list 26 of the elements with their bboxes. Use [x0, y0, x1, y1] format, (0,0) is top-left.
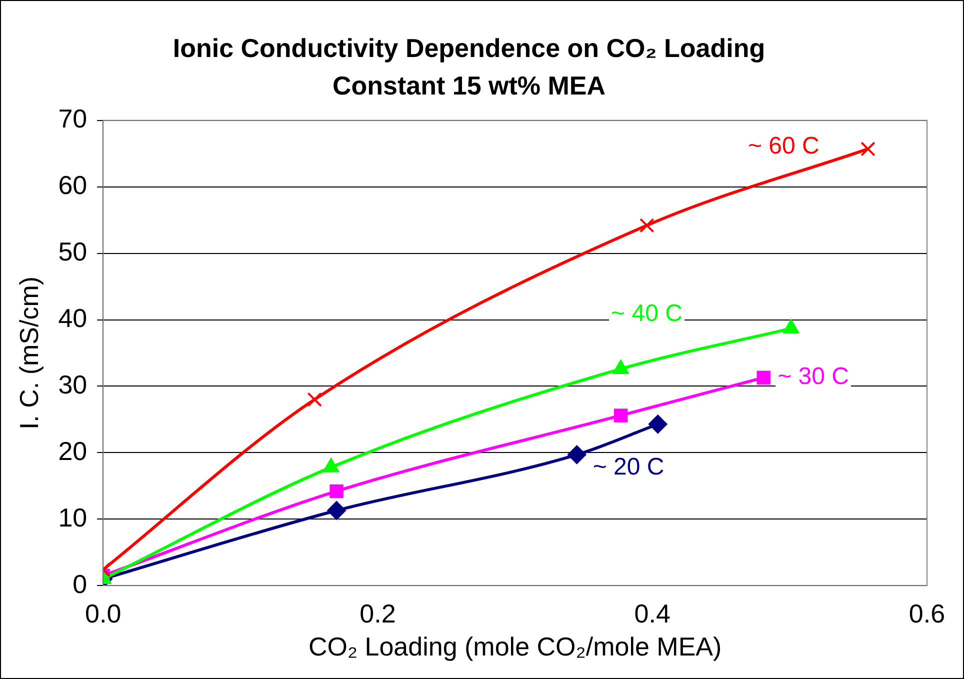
series-label: ~ 40 C [611, 300, 682, 328]
point [756, 370, 770, 384]
y-tick-label: 60 [58, 170, 88, 200]
y-tick-label: 50 [58, 236, 88, 266]
x-axis-title: CO₂ Loading (mole CO₂/mole MEA) [308, 632, 722, 662]
point [648, 414, 668, 434]
y-tick-label: 20 [58, 436, 88, 466]
y-tick-label: 70 [58, 104, 88, 134]
text: Constant 15 wt% MEA [332, 70, 606, 101]
x-tick-label: 0.0 [85, 598, 122, 628]
point [640, 218, 654, 233]
point [614, 408, 628, 422]
y-tick-label: 0 [72, 568, 88, 599]
x-tick-label: 0.4 [634, 598, 670, 628]
y-tick-label: 10 [58, 502, 88, 532]
series-label: ~ 20 C [592, 454, 664, 481]
point [860, 142, 876, 156]
series-label: ~ 60 C [748, 132, 820, 160]
y-tick-label: 30 [58, 369, 88, 400]
point [567, 445, 586, 464]
x-tick-label: 0.6 [908, 598, 946, 628]
series-label: ~ 30 C [778, 363, 849, 390]
x-tick-label: 0.2 [360, 598, 396, 628]
text: Ionic Conductivity Dependence on CO₂ Loading [172, 33, 766, 64]
y-axis-title: I. C. (mS/cm) [14, 276, 44, 430]
y-tick-label: 40 [58, 302, 88, 333]
